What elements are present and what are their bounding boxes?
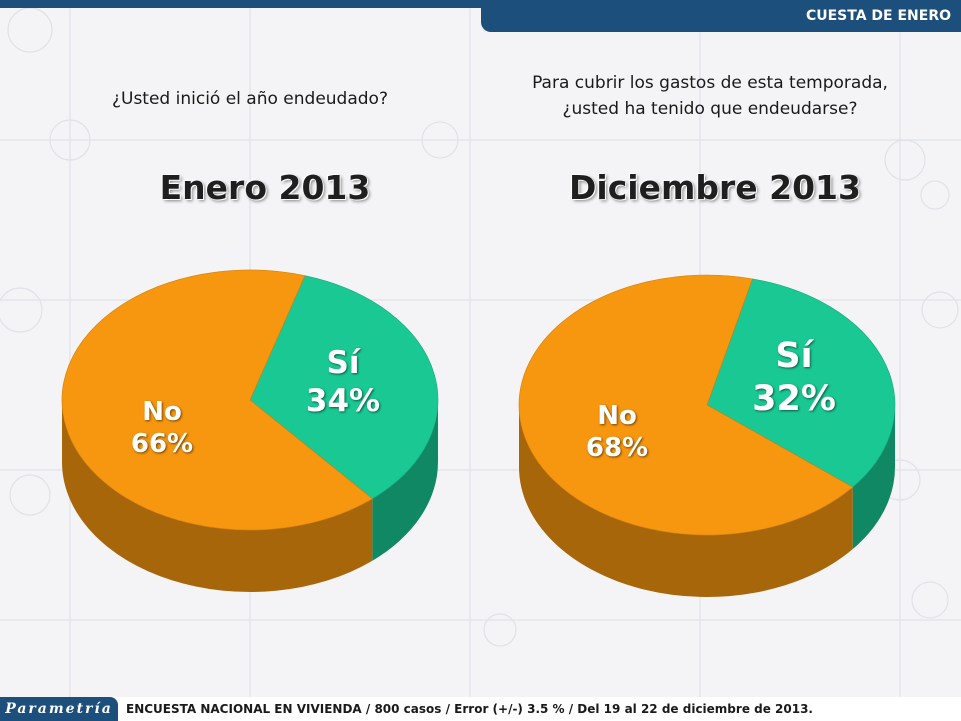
footer-note: ENCUESTA NACIONAL EN VIVIENDA / 800 caso… xyxy=(126,702,813,716)
footer-logo-text: Parametría xyxy=(5,701,113,717)
pie-december-side-si xyxy=(852,405,895,550)
slice-label-january-no: No 66% xyxy=(102,397,222,460)
pie-january-side-si xyxy=(372,400,438,561)
pie-december-slice-no xyxy=(518,274,854,536)
slice-label-name: Sí xyxy=(326,345,360,381)
slice-label-value: 68% xyxy=(585,432,649,463)
question-right-line1: Para cubrir los gastos de esta temporada… xyxy=(532,73,888,93)
slice-label-name: No xyxy=(142,397,182,427)
pie-january-side-no xyxy=(61,400,373,592)
slice-label-january-si: Sí 34% xyxy=(283,345,403,421)
question-left-text: ¿Usted inició el año endeudado? xyxy=(111,89,388,109)
slice-label-december-si: Sí 32% xyxy=(734,335,854,420)
top-strip xyxy=(0,0,961,8)
pie-december-side-no xyxy=(519,405,853,597)
footer-logo: Parametría xyxy=(0,697,118,721)
question-right-line2: ¿usted ha tenido que endeudarse? xyxy=(562,99,858,119)
section-tab: CUESTA DE ENERO xyxy=(481,0,961,32)
question-right: Para cubrir los gastos de esta temporada… xyxy=(505,70,915,122)
slice-label-value: 32% xyxy=(752,378,836,419)
slice-label-december-no: No 68% xyxy=(557,401,677,464)
question-left: ¿Usted inició el año endeudado? xyxy=(90,86,410,112)
chart-title-december: Diciembre 2013 xyxy=(569,168,861,207)
footer-bar xyxy=(0,697,961,721)
slice-label-value: 66% xyxy=(130,428,194,459)
pie-december-slice-si xyxy=(706,278,896,488)
section-label: CUESTA DE ENERO xyxy=(805,8,951,24)
slice-label-name: Sí xyxy=(775,336,813,376)
pie-january-slice-si xyxy=(249,275,439,500)
slice-label-value: 34% xyxy=(305,382,381,419)
slice-label-name: No xyxy=(597,401,637,431)
pie-january-slice-no xyxy=(61,269,373,531)
chart-title-january: Enero 2013 xyxy=(159,168,371,207)
